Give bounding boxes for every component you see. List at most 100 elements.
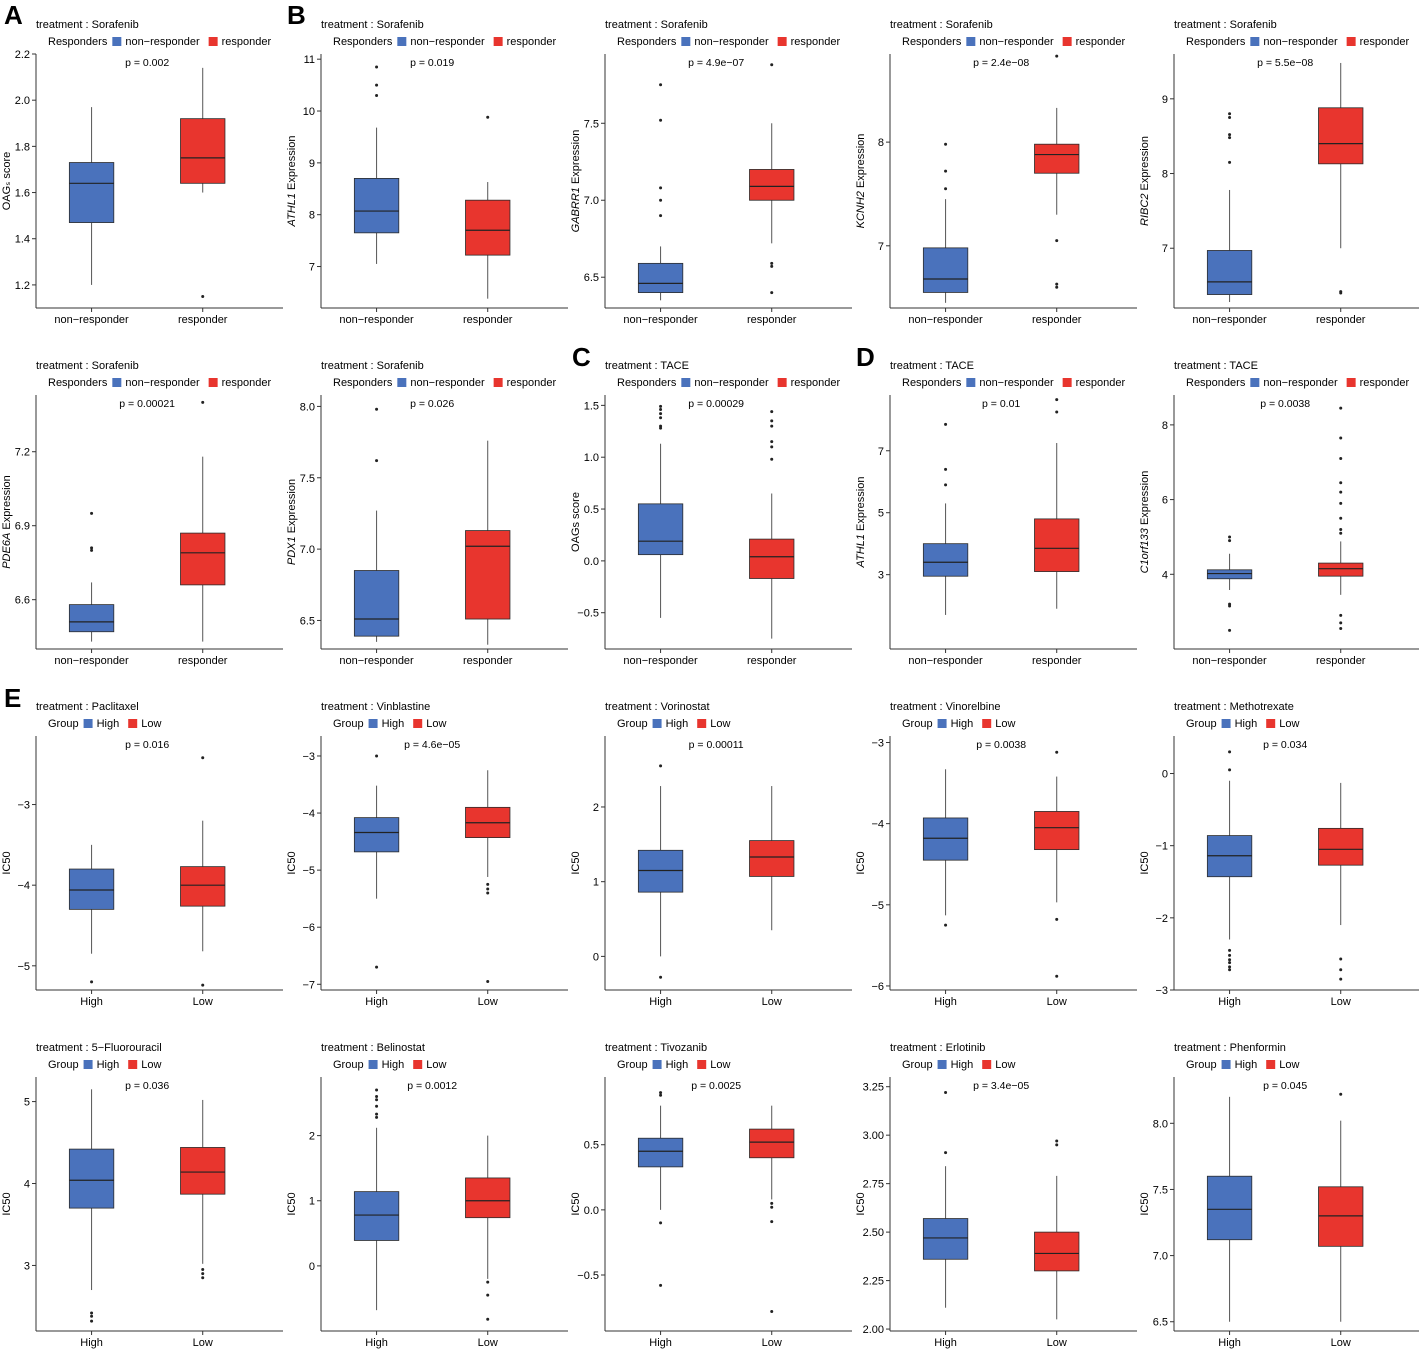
y-tick-label: 2.50 xyxy=(863,1227,884,1239)
legend-label: High xyxy=(666,718,689,730)
legend-swatch-red xyxy=(413,1060,423,1069)
box-group-2 xyxy=(180,1147,226,1195)
outlier-point xyxy=(944,923,948,927)
outlier-point xyxy=(659,186,663,190)
outlier-point xyxy=(770,445,774,449)
y-label-text: Expression xyxy=(1139,471,1151,528)
x-tick-label: non−responder xyxy=(623,314,698,326)
y-tick-label: 7.5 xyxy=(1153,1184,1168,1196)
legend-swatch-blue xyxy=(652,719,662,728)
legend-label: High xyxy=(382,1059,405,1071)
outlier-point xyxy=(659,198,663,202)
y-tick-label: 7.0 xyxy=(584,195,599,207)
outlier-point xyxy=(770,291,774,295)
x-tick-label: High xyxy=(80,996,103,1008)
outlier-point xyxy=(944,1151,948,1155)
y-tick-label: −6 xyxy=(871,981,884,993)
legend-label: responder xyxy=(222,36,272,48)
y-tick-label: 1 xyxy=(593,877,599,889)
box-group-2 xyxy=(465,530,511,620)
legend-swatch-blue xyxy=(1250,378,1260,387)
chart-legend: Responders non−responder responder xyxy=(902,377,1126,389)
x-tick-label: non−responder xyxy=(908,655,983,667)
chart-6: treatment : Sorafenib Responders non−respo… xyxy=(1,360,283,667)
chart-title: treatment : Sorafenib xyxy=(321,360,424,372)
legend-swatch-red xyxy=(1266,719,1276,728)
y-tick-label: 2 xyxy=(593,802,599,814)
legend-title: Responders xyxy=(1186,36,1246,48)
y-tick-label: −5 xyxy=(17,961,30,973)
chart-13: treatment : Vorinostat Group High Low 0 1 2 IC5… xyxy=(570,701,852,1008)
chart-legend: Responders non−responder responder xyxy=(48,36,272,48)
y-tick-label: 8 xyxy=(1162,169,1168,181)
y-label-text: IC50 xyxy=(286,1192,298,1215)
legend-swatch-blue xyxy=(397,378,407,387)
box-group-1 xyxy=(68,604,115,633)
x-tick-label: High xyxy=(365,1337,388,1349)
chart-20: treatment : Phenformin Group High Low 6.5 7.0… xyxy=(1139,1042,1419,1349)
y-tick-label: 6.6 xyxy=(15,595,30,607)
x-tick-label: High xyxy=(365,996,388,1008)
y-axis-label: KCNH2 Expression xyxy=(855,134,867,229)
box-group-2 xyxy=(749,538,795,579)
outlier-point xyxy=(486,887,490,891)
legend-label: High xyxy=(382,718,405,730)
gene-name: PDE6A xyxy=(1,533,13,569)
outlier-point xyxy=(770,410,774,414)
outlier-point xyxy=(1228,539,1232,543)
legend-swatch-red xyxy=(413,719,423,728)
legend-swatch-red xyxy=(1346,37,1356,46)
outlier-point xyxy=(201,983,205,987)
chart-3: treatment : Sorafenib Responders non−respo… xyxy=(570,19,852,326)
outlier-point xyxy=(1228,948,1232,952)
legend-title: Group xyxy=(1186,1059,1217,1071)
legend-swatch-blue xyxy=(966,378,976,387)
legend-swatch-red xyxy=(128,1060,138,1069)
outlier-point xyxy=(90,1311,94,1315)
legend-label: Low xyxy=(141,1059,161,1071)
outlier-point xyxy=(1228,133,1232,137)
p-value-label: p = 0.002 xyxy=(125,57,169,69)
p-value-label: p = 0.026 xyxy=(410,398,454,410)
outlier-point xyxy=(770,1201,774,1205)
chart-16: treatment : 5−Fluorouracil Group High Low 3 4… xyxy=(1,1042,283,1349)
box-group-1 xyxy=(922,1218,969,1260)
box-group-1 xyxy=(922,543,969,577)
chart-5: treatment : Sorafenib Responders non−respo… xyxy=(1139,19,1419,326)
outlier-point xyxy=(1339,290,1343,294)
x-tick-label: responder xyxy=(1032,655,1082,667)
chart-title: treatment : Sorafenib xyxy=(890,19,993,31)
y-tick-label: 0 xyxy=(1162,769,1168,781)
box-group-1 xyxy=(353,1191,400,1241)
legend-swatch-blue xyxy=(937,719,947,728)
outlier-point xyxy=(770,264,774,268)
outlier-point xyxy=(1228,602,1232,606)
outlier-point xyxy=(1228,965,1232,969)
panel-letter-a: A xyxy=(4,0,23,30)
box-group-2 xyxy=(1318,562,1364,577)
y-tick-label: 0.5 xyxy=(584,504,599,516)
y-tick-label: 4 xyxy=(24,1179,30,1191)
legend-swatch-red xyxy=(1062,378,1072,387)
y-tick-label: 0.0 xyxy=(584,556,599,568)
x-tick-label: High xyxy=(934,996,957,1008)
y-tick-label: 3.25 xyxy=(863,1082,884,1094)
box-group-1 xyxy=(353,817,400,853)
y-tick-label: 6.5 xyxy=(584,272,599,284)
outlier-point xyxy=(1055,398,1059,402)
outlier-point xyxy=(1228,160,1232,164)
x-tick-label: responder xyxy=(463,655,513,667)
legend-title: Responders xyxy=(617,377,677,389)
outlier-point xyxy=(659,214,663,218)
chart-18: treatment : Tivozanib Group High Low −0.5 0.0… xyxy=(570,1042,852,1349)
outlier-point xyxy=(375,83,379,87)
outlier-point xyxy=(1228,750,1232,754)
x-tick-label: Low xyxy=(1047,1337,1067,1349)
outlier-point xyxy=(201,1276,205,1280)
y-tick-label: 8 xyxy=(309,210,315,222)
outlier-point xyxy=(375,1112,379,1116)
x-tick-label: High xyxy=(1218,1337,1241,1349)
outlier-point xyxy=(944,483,948,487)
outlier-point xyxy=(944,422,948,426)
outlier-point xyxy=(1055,54,1059,58)
